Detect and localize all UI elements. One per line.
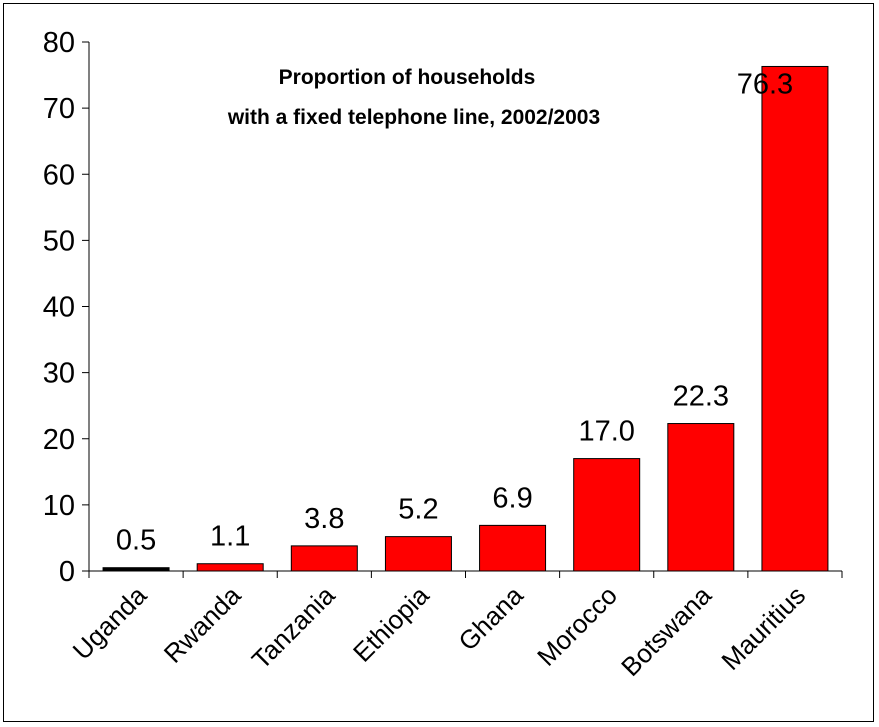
data-label-mauritius: 76.3 <box>737 69 793 101</box>
y-tick-label: 30 <box>43 358 75 390</box>
bar-morocco <box>573 458 641 572</box>
data-labels: 0.5 1.1 3.8 5.2 6.9 17.0 22.3 76.3 <box>116 69 793 557</box>
y-tick-label: 10 <box>43 490 75 522</box>
category-label-morocco: Morocco <box>531 580 623 672</box>
bar-tanzania <box>290 545 358 572</box>
chart-title-line-2: with a fixed telephone line, 2002/2003 <box>227 106 600 129</box>
category-label-tanzania: Tanzania <box>246 580 341 675</box>
bar-uganda <box>102 567 170 572</box>
category-label-mauritius: Mauritius <box>715 580 811 676</box>
category-labels: Uganda Rwanda Tanzania Ethiopia Ghana Morocco… <box>67 580 811 682</box>
bar-rwanda <box>196 563 264 572</box>
y-tick-label: 80 <box>43 27 75 59</box>
category-label-botswana: Botswana <box>615 580 717 682</box>
y-tick-label: 70 <box>43 93 75 125</box>
bar-mauritius <box>761 65 829 572</box>
bar-botswana <box>667 423 735 572</box>
category-label-ghana: Ghana <box>452 580 529 657</box>
data-label-uganda: 0.5 <box>116 525 156 557</box>
bar-ethiopia <box>384 536 452 572</box>
data-label-tanzania: 3.8 <box>304 503 344 535</box>
data-label-ghana: 6.9 <box>492 482 532 514</box>
y-axis: 0 10 20 30 40 50 60 70 80 <box>43 27 90 588</box>
chart-title: Proportion of households with a fixed te… <box>227 66 600 129</box>
data-label-morocco: 17.0 <box>578 416 634 448</box>
chart-frame <box>3 3 874 722</box>
category-label-ethiopia: Ethiopia <box>347 580 435 668</box>
y-tick-label: 40 <box>43 292 75 324</box>
y-tick-label: 0 <box>59 556 75 588</box>
category-label-rwanda: Rwanda <box>158 580 247 669</box>
x-axis <box>88 570 843 578</box>
data-label-rwanda: 1.1 <box>210 521 250 553</box>
data-label-ethiopia: 5.2 <box>398 494 438 526</box>
category-label-uganda: Uganda <box>67 580 153 666</box>
bars <box>102 65 829 572</box>
y-tick-label: 60 <box>43 159 75 191</box>
data-label-botswana: 22.3 <box>673 381 729 413</box>
bar-ghana <box>479 524 547 572</box>
y-tick-label: 50 <box>43 225 75 257</box>
chart-title-line-1: Proportion of households <box>279 66 536 89</box>
y-tick-label: 20 <box>43 424 75 456</box>
